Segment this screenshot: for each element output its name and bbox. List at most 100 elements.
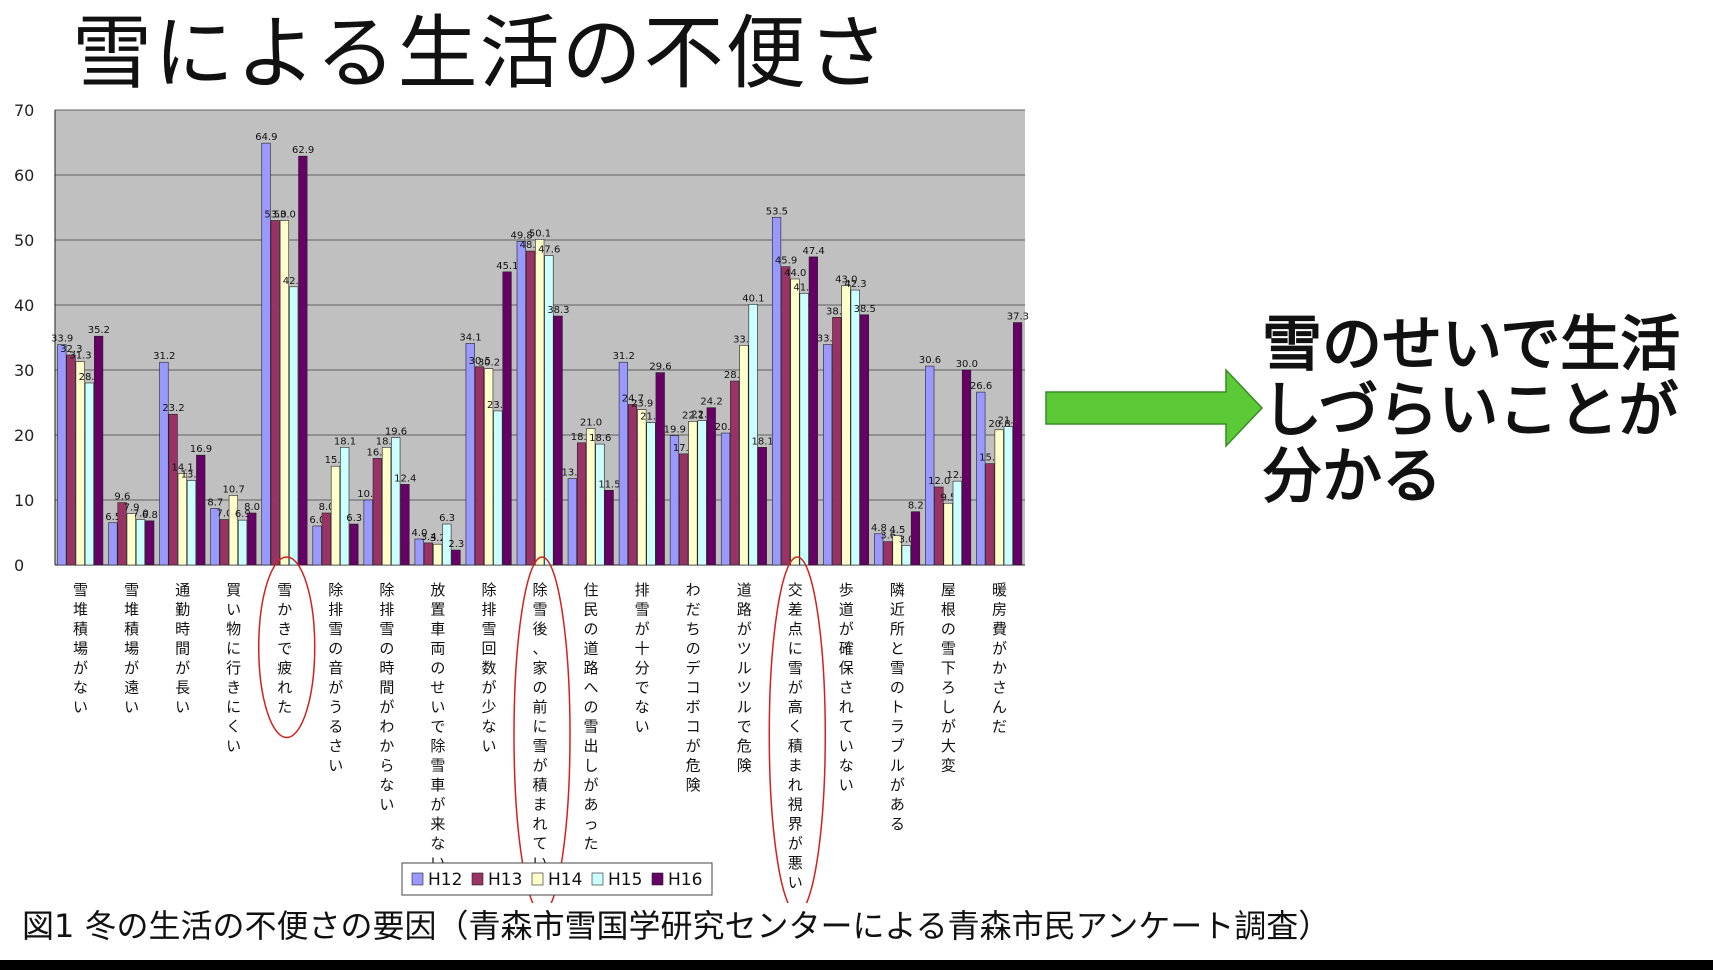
bar bbox=[117, 502, 127, 566]
bar bbox=[934, 486, 944, 566]
y-tick-label: 10 bbox=[14, 491, 34, 510]
data-label: 16.4 bbox=[367, 447, 389, 458]
bar bbox=[493, 410, 503, 566]
data-label: 13.3 bbox=[562, 468, 584, 479]
data-label: 8.0 bbox=[244, 502, 260, 513]
bar bbox=[952, 480, 962, 566]
data-label: 23.9 bbox=[631, 399, 653, 410]
data-label: 24.7 bbox=[622, 393, 644, 404]
category-label: 通勤時間が長い bbox=[175, 581, 190, 716]
data-label: 32.3 bbox=[60, 344, 82, 355]
data-label: 6.3 bbox=[346, 513, 362, 524]
bar bbox=[808, 256, 818, 566]
legend-label: H16 bbox=[668, 870, 702, 890]
bar bbox=[646, 422, 656, 566]
bar bbox=[261, 142, 271, 566]
data-label: 38.3 bbox=[547, 305, 569, 316]
category-label: 除雪後、家の前に雪が積まれていた bbox=[532, 581, 547, 892]
data-label: 49.8 bbox=[510, 230, 532, 241]
bar bbox=[66, 354, 76, 566]
data-label: 50.1 bbox=[529, 228, 551, 239]
bar bbox=[289, 286, 299, 566]
bar bbox=[748, 304, 758, 566]
data-label: 31.2 bbox=[153, 351, 175, 362]
highlight-ellipse bbox=[257, 556, 316, 739]
bar bbox=[270, 220, 280, 566]
category-label: 除排雪回数が少ない bbox=[481, 581, 496, 755]
bar bbox=[381, 447, 392, 566]
bar bbox=[502, 271, 512, 566]
bar bbox=[1012, 322, 1023, 566]
bar bbox=[757, 447, 767, 566]
category-label: 隣近所と雪のトラブルがある bbox=[890, 581, 905, 833]
data-label: 45.9 bbox=[775, 256, 797, 267]
data-label: 53.5 bbox=[766, 206, 788, 217]
legend-swatch bbox=[531, 872, 544, 886]
bar bbox=[442, 523, 452, 566]
data-label: 31.3 bbox=[69, 351, 91, 362]
data-label: 8.2 bbox=[908, 501, 924, 512]
data-label: 17.1 bbox=[673, 443, 695, 454]
data-label: 30.0 bbox=[956, 359, 978, 370]
callout-line-1: 雪のせいで生活 bbox=[1262, 310, 1681, 380]
bar bbox=[75, 361, 85, 566]
bar bbox=[451, 549, 461, 566]
category-label: 除排雪の時間がわからない bbox=[379, 581, 394, 814]
data-label: 42.3 bbox=[844, 279, 866, 290]
data-label: 18.1 bbox=[751, 436, 773, 447]
bar bbox=[688, 421, 698, 566]
data-label: 9.6 bbox=[114, 492, 130, 503]
bar bbox=[790, 278, 800, 566]
bar bbox=[400, 484, 410, 566]
bar bbox=[423, 542, 433, 566]
bar bbox=[706, 407, 716, 566]
data-label: 38.5 bbox=[854, 304, 876, 315]
bar bbox=[859, 314, 870, 566]
legend-label: H12 bbox=[428, 870, 462, 890]
bar bbox=[247, 512, 257, 566]
bar bbox=[739, 345, 749, 566]
data-label: 15.6 bbox=[979, 453, 1001, 464]
data-label: 7.0 bbox=[217, 509, 233, 520]
legend-label: H15 bbox=[608, 870, 642, 890]
bar bbox=[976, 391, 986, 566]
data-label: 12.0 bbox=[928, 476, 950, 487]
bar bbox=[781, 266, 791, 566]
bar bbox=[655, 372, 665, 566]
data-label: 47.6 bbox=[538, 245, 560, 256]
legend-swatch bbox=[411, 872, 424, 886]
bar bbox=[892, 535, 902, 566]
bar bbox=[321, 512, 331, 566]
legend-box bbox=[401, 862, 713, 896]
data-label: 6.8 bbox=[142, 510, 158, 521]
data-label: 6.5 bbox=[105, 512, 121, 523]
bar bbox=[108, 522, 118, 566]
data-label: 48.3 bbox=[520, 240, 542, 251]
bar bbox=[901, 545, 911, 566]
legend-swatch bbox=[651, 872, 664, 886]
data-label: 64.9 bbox=[255, 132, 277, 143]
category-label: 歩道が確保されていない bbox=[839, 581, 854, 794]
green-arrow-icon bbox=[1044, 368, 1264, 452]
bar bbox=[544, 255, 554, 566]
data-label: 40.1 bbox=[742, 293, 764, 304]
bar bbox=[330, 465, 341, 566]
data-label: 31.2 bbox=[613, 351, 635, 362]
bar bbox=[525, 250, 536, 566]
bar bbox=[567, 478, 577, 566]
bar bbox=[628, 404, 638, 566]
bar bbox=[985, 463, 995, 566]
data-label: 24.2 bbox=[700, 397, 722, 408]
callout-line-3: 分かる bbox=[1262, 442, 1442, 512]
y-tick-label: 50 bbox=[14, 231, 34, 250]
bar bbox=[841, 285, 851, 566]
data-label: 33.8 bbox=[733, 334, 755, 345]
data-label: 33.9 bbox=[817, 334, 839, 345]
data-label: 44.0 bbox=[784, 268, 806, 279]
bar bbox=[553, 315, 563, 566]
data-label: 20.3 bbox=[715, 422, 737, 433]
data-label: 6.3 bbox=[439, 513, 455, 524]
data-label: 18.1 bbox=[334, 436, 356, 447]
y-tick-label: 0 bbox=[14, 556, 24, 575]
data-label: 19.6 bbox=[385, 427, 407, 438]
